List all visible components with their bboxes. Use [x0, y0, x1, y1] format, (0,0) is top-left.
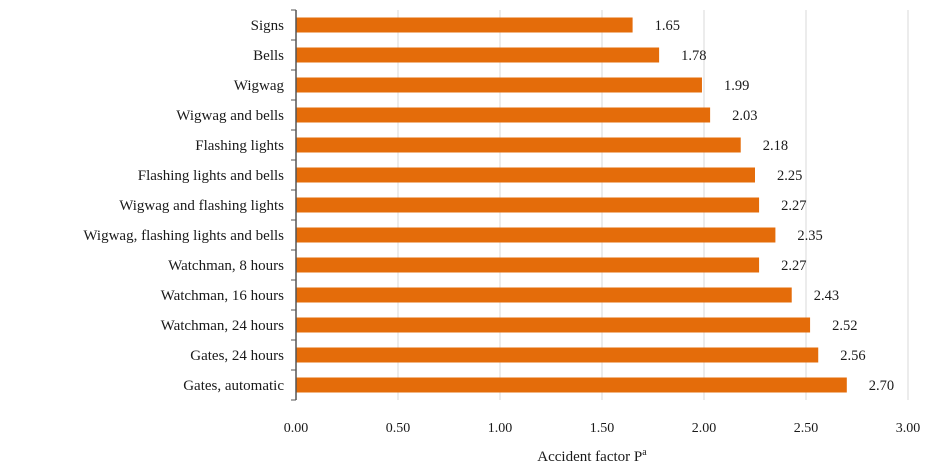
value-label: 2.70 — [869, 378, 894, 394]
category-label: Gates, 24 hours — [190, 348, 284, 364]
bar — [296, 167, 755, 183]
category-label: Gates, automatic — [183, 378, 284, 394]
bar — [296, 77, 702, 93]
value-label: 2.56 — [840, 348, 865, 364]
y-axis — [291, 9, 297, 401]
category-label: Signs — [251, 18, 285, 34]
x-tick-label: 2.50 — [794, 421, 819, 436]
category-label: Watchman, 16 hours — [161, 288, 285, 304]
bar — [296, 137, 741, 153]
x-tick-label: 1.00 — [488, 421, 513, 436]
x-axis-title: Accident factor Pa — [537, 447, 647, 465]
value-label: 2.27 — [781, 198, 806, 214]
bar — [296, 227, 776, 243]
value-label: 2.35 — [797, 228, 822, 244]
bar — [296, 107, 711, 123]
value-label: 1.99 — [724, 78, 749, 94]
value-label: 1.65 — [655, 18, 680, 34]
value-label: 2.27 — [781, 258, 806, 274]
category-label: Wigwag — [234, 78, 285, 94]
bars — [296, 17, 847, 393]
bar — [296, 197, 760, 213]
bar — [296, 317, 811, 333]
x-tick-label: 0.00 — [284, 421, 309, 436]
category-label: Watchman, 24 hours — [161, 318, 285, 334]
value-labels: 1.651.78 1.99 2.03 2.18 2.25 2.27 2.35 2.27 2.43… — [655, 18, 895, 394]
category-label: Watchman, 8 hours — [168, 258, 284, 274]
x-tick-label: 3.00 — [896, 421, 921, 436]
value-label: 2.52 — [832, 318, 857, 334]
category-labels: Signs Bells Wigwag Wigwag and bells Flashing… — [83, 18, 284, 394]
bar — [296, 287, 792, 303]
x-tick-label: 1.50 — [590, 421, 615, 436]
value-label: 2.03 — [732, 108, 757, 124]
bar — [296, 257, 760, 273]
bar — [296, 17, 633, 33]
x-tick-labels: 0.00 0.50 1.00 1.50 2.00 2.50 3.00 — [284, 421, 921, 436]
x-tick-label: 2.00 — [692, 421, 717, 436]
category-label: Bells — [253, 48, 284, 64]
value-label: 1.78 — [681, 48, 706, 64]
value-label: 2.43 — [814, 288, 839, 304]
x-tick-label: 0.50 — [386, 421, 411, 436]
x-axis-title-superscript: a — [642, 447, 647, 458]
category-label: Wigwag and flashing lights — [119, 198, 284, 214]
category-label: Flashing lights and bells — [138, 168, 284, 184]
value-label: 2.25 — [777, 168, 802, 184]
x-axis-title-text: Accident factor P — [537, 449, 642, 465]
category-label: Flashing lights — [195, 138, 284, 154]
category-label: Wigwag and bells — [176, 108, 284, 124]
bar — [296, 347, 819, 363]
bar — [296, 377, 847, 393]
value-label: 2.18 — [763, 138, 788, 154]
category-label: Wigwag, flashing lights and bells — [83, 228, 284, 244]
bar — [296, 47, 660, 63]
